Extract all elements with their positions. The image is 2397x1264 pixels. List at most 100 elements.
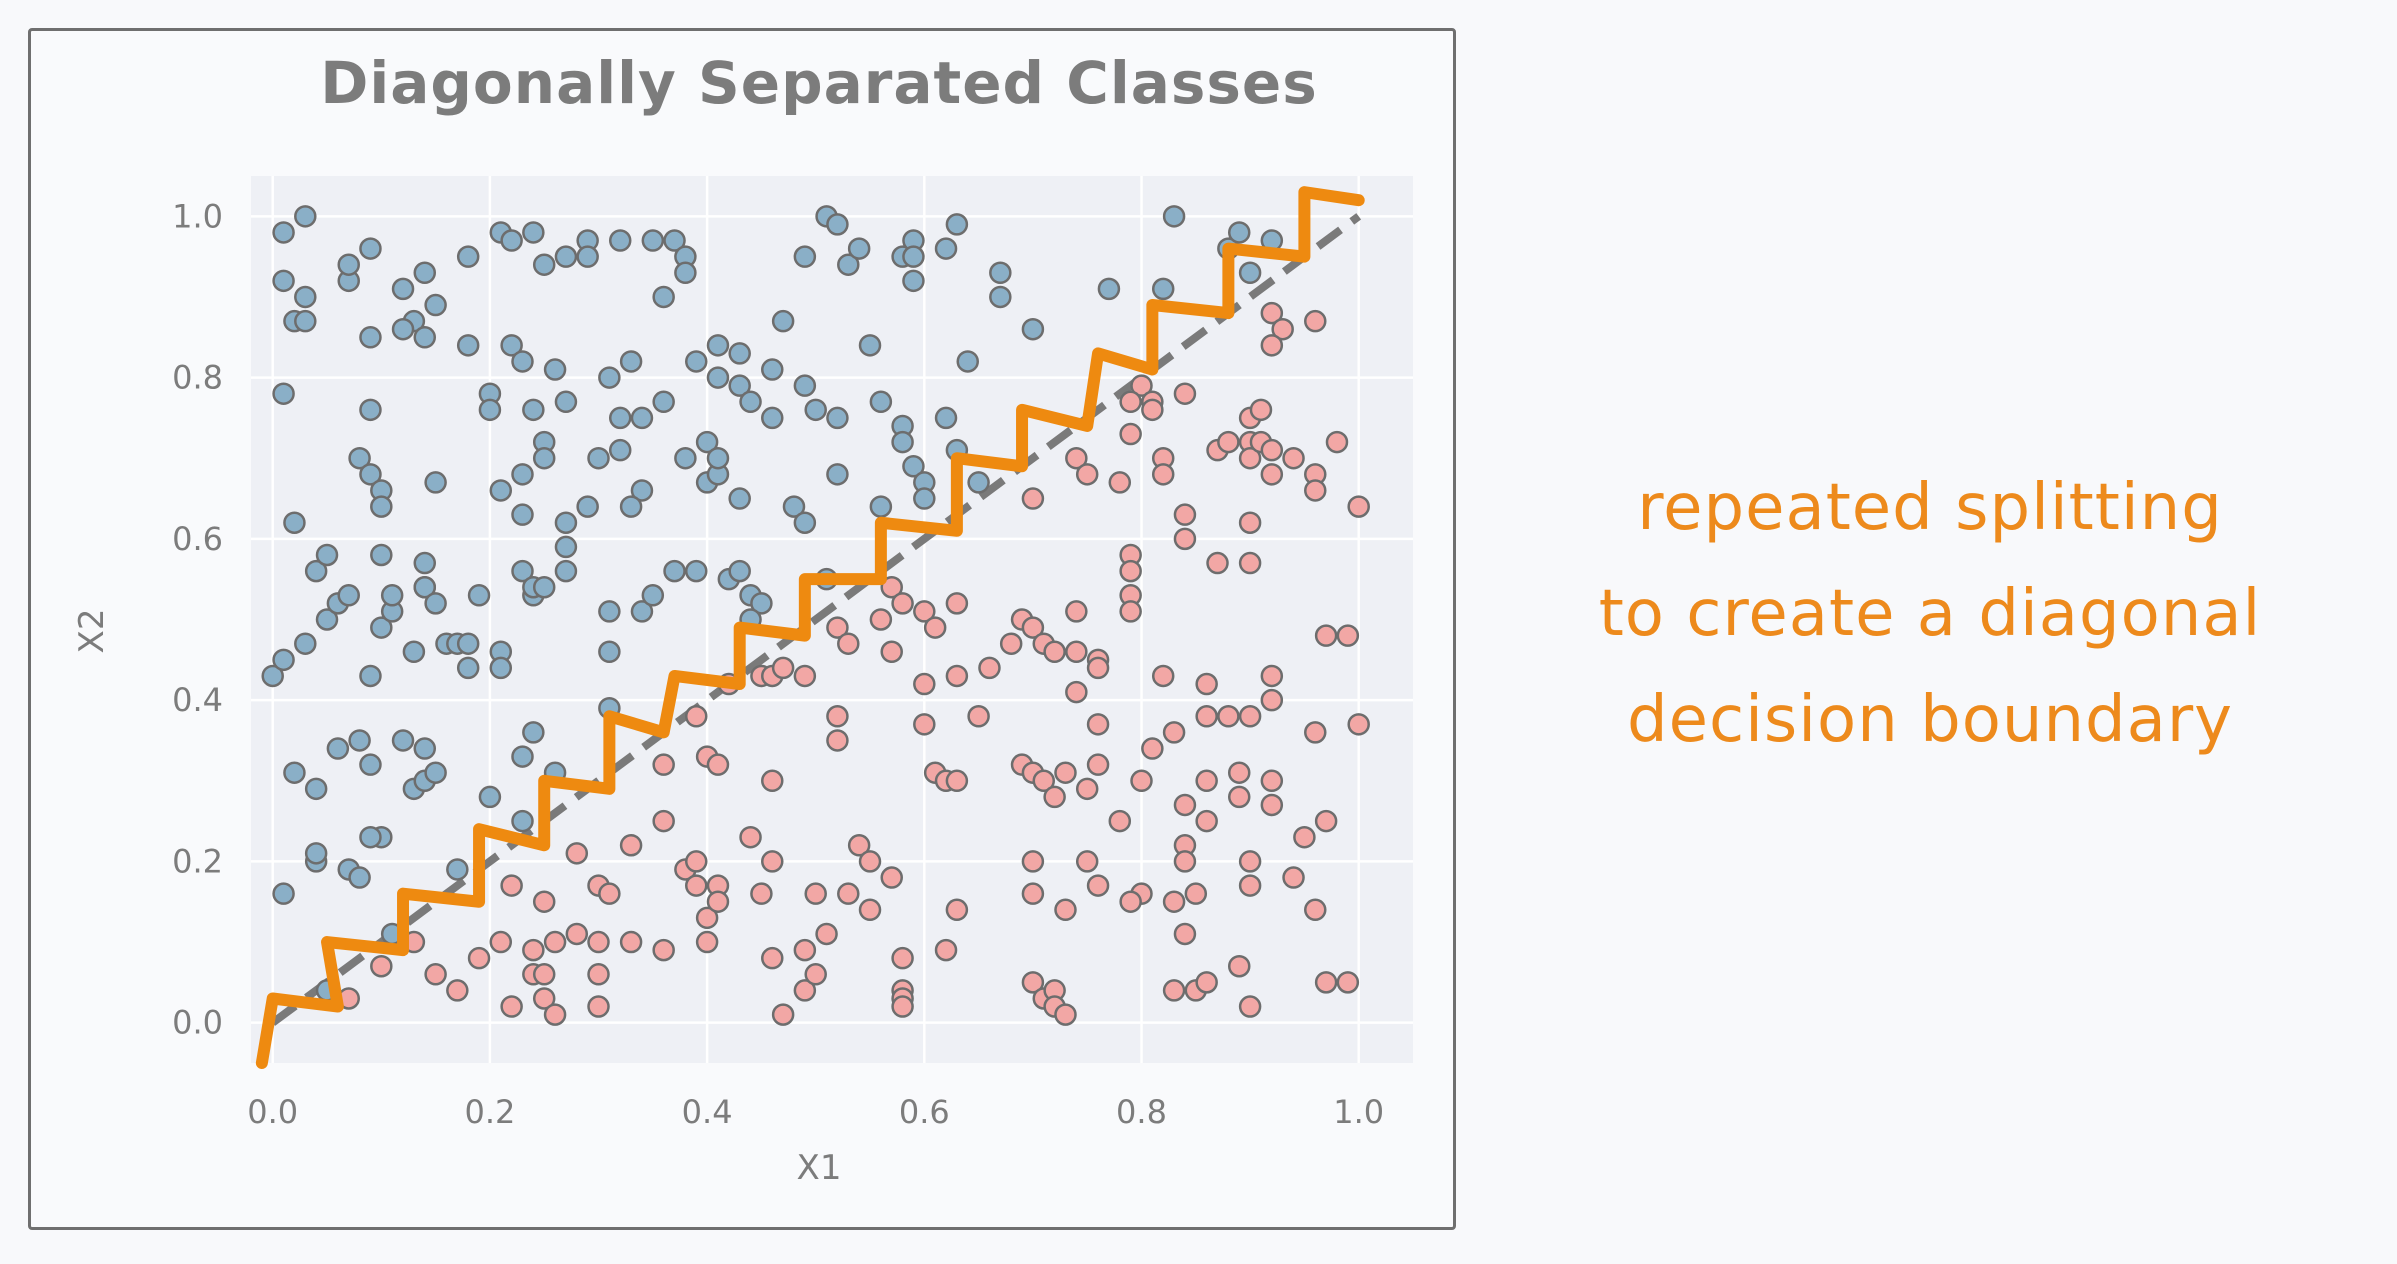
- point-class-below: [945, 664, 969, 688]
- point-class-above: [674, 446, 697, 470]
- point-class-above: [967, 471, 990, 494]
- point-class-above: [294, 632, 317, 655]
- point-class-above: [413, 326, 437, 349]
- point-class-below: [565, 922, 589, 946]
- point-class-below: [913, 672, 936, 696]
- point-class-below: [739, 825, 762, 849]
- point-class-below: [652, 938, 675, 962]
- point-class-above: [652, 285, 675, 309]
- point-class-below: [652, 753, 675, 776]
- point-class-above: [522, 221, 545, 244]
- y-tick-label: 0.2: [172, 842, 223, 880]
- point-class-above: [1097, 277, 1121, 301]
- point-class-above: [728, 342, 751, 365]
- point-class-below: [913, 713, 936, 736]
- point-class-below: [1260, 301, 1284, 325]
- point-class-below: [1249, 398, 1273, 422]
- point-class-below: [1108, 809, 1132, 833]
- point-class-above: [956, 350, 979, 373]
- point-class-above: [359, 825, 382, 849]
- grid: [251, 176, 1413, 1063]
- point-class-below: [1065, 600, 1088, 623]
- point-class-below: [891, 592, 914, 615]
- point-class-below: [804, 963, 827, 986]
- point-class-below: [761, 850, 784, 873]
- point-class-below: [1130, 769, 1153, 793]
- point-class-below: [858, 898, 882, 922]
- point-class-above: [511, 745, 534, 768]
- point-class-below: [1173, 850, 1197, 873]
- staircase-decision-boundary: [255, 186, 1365, 1069]
- point-class-above: [576, 495, 599, 518]
- point-class-below: [1260, 793, 1284, 817]
- figure-frame: Diagonally Separated Classes 0.0 0.2 0.4 0.…: [28, 28, 1456, 1230]
- point-class-below: [858, 850, 882, 873]
- point-class-above: [761, 358, 784, 381]
- point-class-below: [1162, 721, 1186, 744]
- point-class-above: [728, 559, 751, 583]
- point-class-below: [1043, 785, 1066, 809]
- point-class-above: [934, 406, 958, 430]
- point-class-above: [869, 495, 893, 518]
- point-class-above: [326, 737, 350, 760]
- point-class-above: [989, 261, 1012, 285]
- point-class-below: [500, 995, 523, 1018]
- point-class-above: [869, 390, 893, 414]
- point-class-above: [826, 406, 849, 430]
- point-class-below: [1162, 979, 1186, 1002]
- point-class-above: [598, 640, 621, 664]
- point-class-below: [1282, 446, 1305, 470]
- point-class-below: [945, 592, 969, 615]
- point-class-above: [370, 495, 393, 518]
- point-class-above: [272, 221, 295, 244]
- point-class-above: [337, 253, 360, 276]
- point-class-above: [782, 495, 806, 518]
- point-class-above: [1151, 277, 1175, 301]
- point-class-above: [847, 237, 871, 260]
- annotation-line-1: repeated splitting: [1637, 471, 2223, 545]
- point-class-below: [587, 995, 610, 1018]
- y-axis-label: X2: [72, 609, 112, 654]
- point-class-below: [761, 946, 784, 970]
- point-class-above: [359, 237, 382, 260]
- point-class-above: [261, 664, 284, 688]
- point-class-above: [804, 398, 827, 422]
- point-class-above: [826, 213, 849, 236]
- point-class-above: [424, 761, 447, 784]
- point-class-below: [587, 963, 610, 986]
- point-class-above: [826, 463, 849, 486]
- annotation-text: repeated splitting to create a diagonal …: [1470, 455, 2390, 773]
- point-class-above: [750, 592, 773, 615]
- point-class-above: [902, 269, 925, 293]
- point-class-above: [771, 309, 795, 333]
- point-class-below: [1043, 640, 1066, 664]
- point-class-below: [685, 874, 708, 897]
- point-class-above: [272, 882, 295, 905]
- point-class-below: [891, 946, 914, 970]
- point-class-above: [511, 350, 534, 373]
- point-class-above: [359, 326, 382, 349]
- point-class-above: [370, 616, 393, 639]
- point-class-above: [695, 430, 719, 454]
- point-class-below: [1108, 471, 1132, 494]
- point-class-below: [619, 930, 643, 954]
- point-class-above: [446, 858, 469, 881]
- point-class-above: [359, 398, 382, 422]
- point-class-above: [489, 656, 513, 680]
- point-class-above: [391, 277, 415, 301]
- point-class-below: [1141, 737, 1164, 760]
- point-class-above: [641, 229, 665, 252]
- point-class-above: [500, 334, 523, 357]
- point-class-above: [511, 809, 534, 833]
- point-class-below: [815, 922, 838, 946]
- point-class-above: [608, 406, 632, 430]
- point-class-below: [826, 616, 849, 639]
- point-class-above: [511, 559, 534, 583]
- point-class-below: [1282, 866, 1305, 889]
- point-class-above: [272, 648, 295, 672]
- point-class-below: [1336, 971, 1360, 994]
- point-class-below: [1086, 874, 1110, 897]
- point-class-below: [1032, 769, 1056, 793]
- point-class-above: [370, 543, 393, 567]
- point-class-above: [652, 390, 675, 414]
